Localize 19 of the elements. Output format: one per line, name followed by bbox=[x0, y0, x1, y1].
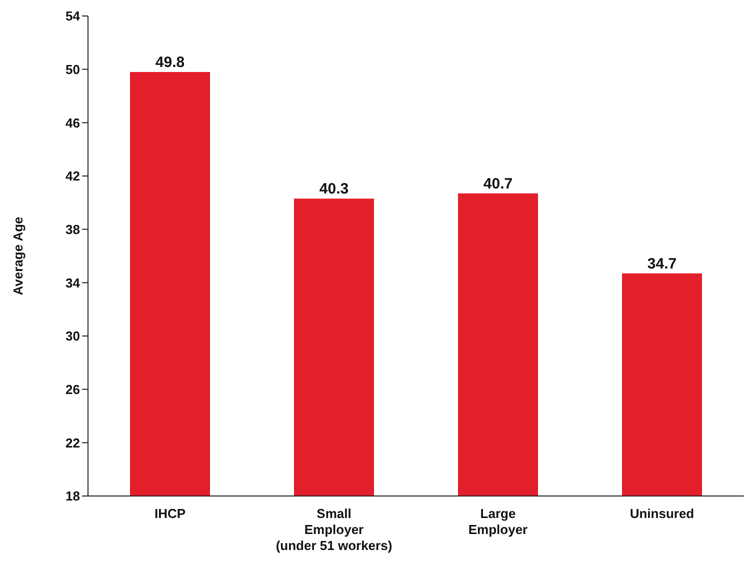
data-label: 34.7 bbox=[647, 255, 677, 272]
x-tick-label: Large Employer bbox=[468, 506, 528, 537]
y-tick-label: 18 bbox=[66, 488, 80, 504]
y-axis-title: Average Age bbox=[10, 216, 26, 296]
x-tick-label: Uninsured bbox=[630, 506, 694, 521]
y-tick-label: 42 bbox=[66, 168, 80, 184]
y-tick-label: 26 bbox=[66, 382, 80, 397]
x-tick-label: Small Employer (under 51 workers) bbox=[276, 506, 392, 553]
y-tick-label: 50 bbox=[66, 62, 80, 77]
y-tick-label: 38 bbox=[66, 222, 80, 237]
y-tick-label: 54 bbox=[66, 8, 81, 24]
data-label: 40.3 bbox=[319, 180, 349, 198]
data-label: 40.7 bbox=[483, 175, 513, 192]
y-tick-label: 34 bbox=[66, 275, 81, 290]
y-tick-label: 30 bbox=[66, 328, 80, 344]
x-tick-label: IHCP bbox=[154, 506, 186, 521]
y-tick-label: 46 bbox=[66, 115, 80, 130]
data-label: 49.8 bbox=[155, 54, 185, 71]
y-tick-label: 22 bbox=[66, 435, 80, 450]
